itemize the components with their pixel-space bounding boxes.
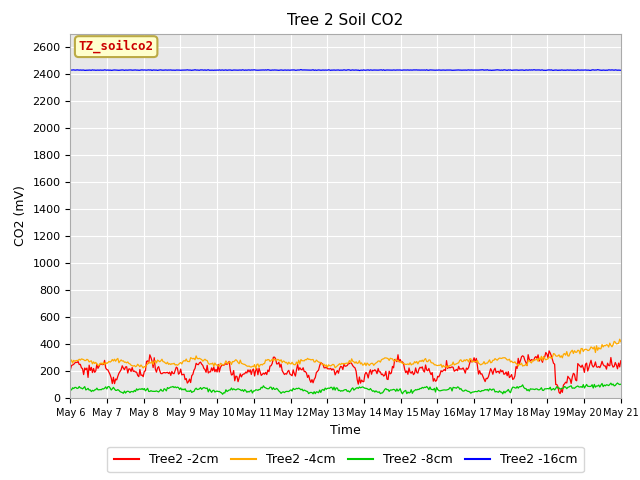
Title: Tree 2 Soil CO2: Tree 2 Soil CO2	[287, 13, 404, 28]
Text: TZ_soilco2: TZ_soilco2	[79, 40, 154, 53]
X-axis label: Time: Time	[330, 424, 361, 437]
Legend: Tree2 -2cm, Tree2 -4cm, Tree2 -8cm, Tree2 -16cm: Tree2 -2cm, Tree2 -4cm, Tree2 -8cm, Tree…	[108, 447, 584, 472]
Y-axis label: CO2 (mV): CO2 (mV)	[14, 186, 27, 246]
